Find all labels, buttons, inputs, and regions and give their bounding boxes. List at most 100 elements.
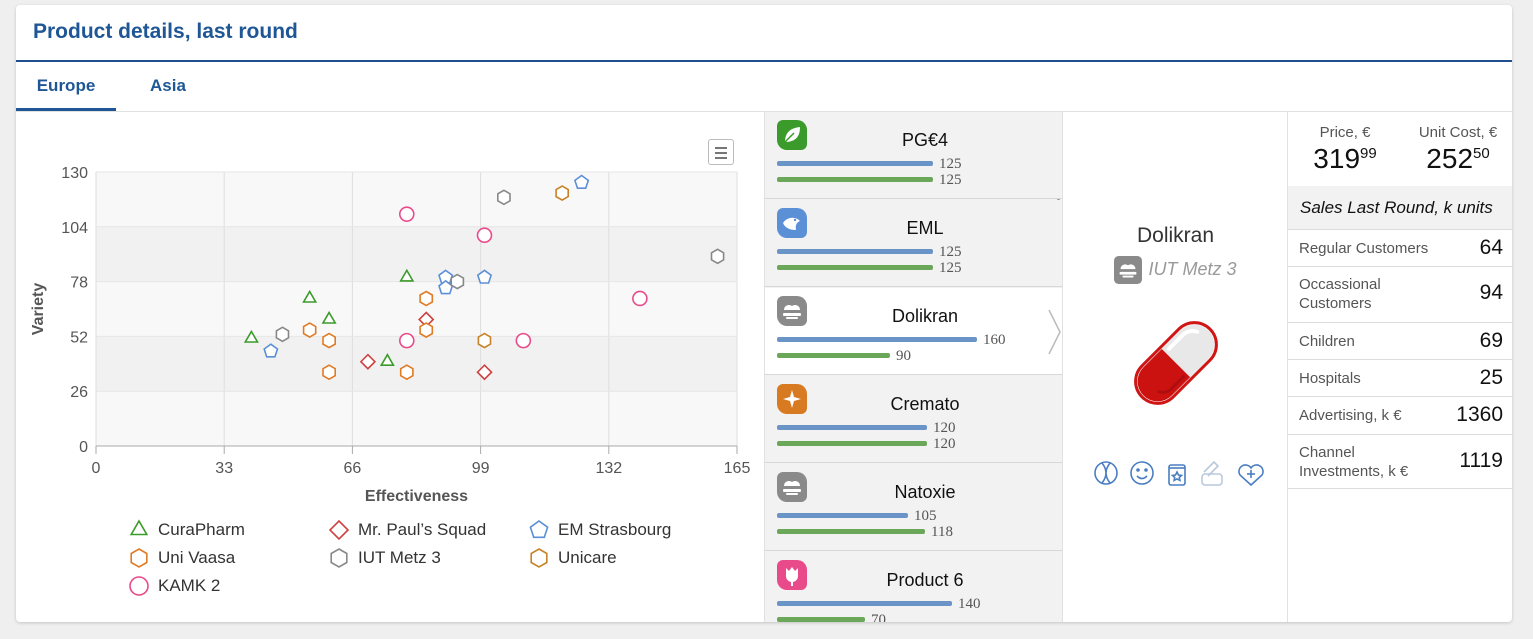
product-item[interactable]: PG€4 125 125 — [765, 112, 1062, 199]
data-point[interactable] — [419, 290, 434, 307]
data-point[interactable] — [450, 273, 465, 290]
jar-star-icon — [1168, 464, 1186, 486]
effectiveness-bar — [777, 337, 977, 342]
legend-symbol — [330, 548, 348, 568]
data-point[interactable] — [322, 364, 337, 381]
cloud-hand-icon — [777, 472, 807, 502]
data-point[interactable] — [476, 227, 493, 244]
data-point[interactable] — [399, 364, 414, 381]
y-tick-label: 130 — [61, 165, 88, 182]
legend-item[interactable]: CuraPharm — [128, 518, 245, 542]
data-point[interactable] — [477, 332, 492, 349]
y-tick-label: 0 — [79, 439, 88, 456]
effectiveness-bar — [777, 513, 908, 518]
data-point[interactable] — [573, 174, 590, 189]
stat-value: 1360 — [1456, 403, 1503, 426]
tulip-icon — [777, 560, 807, 590]
stat-label: Children — [1299, 333, 1355, 350]
y-tick-label: 104 — [61, 220, 88, 237]
plot-band — [96, 226, 737, 282]
effectiveness-bar — [777, 601, 952, 606]
variety-bar — [777, 177, 933, 182]
data-point[interactable] — [379, 353, 395, 366]
price-box: Price, € 31999 — [1300, 124, 1390, 175]
data-point[interactable] — [302, 322, 317, 339]
data-point[interactable] — [476, 364, 493, 381]
sales-heading: Sales Last Round, k units — [1288, 186, 1512, 230]
tab-europe[interactable]: Europe — [16, 64, 116, 111]
data-point[interactable] — [496, 189, 511, 206]
y-tick-label: 78 — [70, 275, 88, 292]
data-point[interactable] — [399, 268, 415, 282]
effectiveness-value: 160 — [983, 332, 1006, 348]
variety-value: 120 — [933, 436, 956, 452]
scatter-chart: 0 26 52 78 104 130 0 33 66 99 132 165 Effectiveness V… — [16, 112, 764, 622]
data-point[interactable] — [398, 332, 415, 349]
data-point[interactable] — [710, 248, 725, 265]
fish-icon — [777, 208, 807, 238]
data-point[interactable] — [302, 289, 318, 303]
chart-menu-button[interactable] — [708, 139, 734, 165]
stat-label: Regular Customers — [1299, 240, 1429, 257]
data-point[interactable] — [419, 322, 434, 339]
plot-band — [96, 336, 737, 392]
open-jar-icon — [1201, 460, 1223, 486]
product-team-label: IUT Metz 3 — [1148, 258, 1237, 279]
legend-label: Mr. Paul’s Squad — [358, 520, 487, 539]
legend-item[interactable]: Uni Vaasa — [128, 546, 235, 570]
data-point[interactable] — [632, 290, 648, 307]
product-item[interactable]: Product 6 140 70 — [765, 552, 1062, 622]
chart-legend: CuraPharm Mr. Paul’s Squad EM Strasbourg Un… — [128, 518, 728, 614]
effectiveness-bar — [777, 249, 933, 254]
stat-row: Regular Customers 64 — [1288, 230, 1512, 267]
legend-item[interactable]: Unicare — [528, 546, 617, 570]
x-tick-label: 99 — [472, 460, 490, 477]
legend-label: KAMK 2 — [158, 576, 221, 595]
unit-cost-value: 25250 — [1426, 143, 1490, 174]
legend-item[interactable]: Mr. Paul’s Squad — [328, 518, 486, 542]
variety-value: 125 — [939, 172, 962, 188]
data-point[interactable] — [322, 332, 337, 349]
data-point[interactable] — [555, 185, 570, 202]
product-item-name: Product 6 — [886, 570, 964, 590]
unit-cost-label: Unit Cost, € — [1418, 124, 1498, 141]
legend-item[interactable]: EM Strasbourg — [528, 518, 671, 542]
data-point[interactable] — [263, 343, 279, 358]
variety-bar — [777, 353, 890, 358]
data-point[interactable] — [275, 326, 290, 343]
product-item[interactable]: EML 125 125 — [765, 200, 1062, 287]
legend-symbol — [130, 548, 148, 568]
data-point[interactable] — [321, 310, 337, 324]
product-item[interactable]: Natoxie 105 118 — [765, 464, 1062, 551]
product-item-name: PG€4 — [901, 130, 949, 150]
price-value: 31999 — [1313, 143, 1377, 174]
data-point[interactable] — [398, 206, 415, 222]
stat-label: Channel Investments, k € — [1299, 444, 1409, 480]
variety-value: 90 — [896, 348, 911, 364]
stat-value: 69 — [1479, 329, 1503, 352]
product-item[interactable]: Cremato 120 120 — [765, 376, 1062, 463]
card-header: Product details, last round — [16, 5, 1512, 62]
unit-cost-box: Unit Cost, € 25250 — [1408, 124, 1508, 175]
data-point[interactable] — [515, 332, 532, 349]
legend-symbol — [529, 520, 549, 539]
feature-icons — [1094, 460, 1264, 487]
data-point[interactable] — [476, 269, 493, 284]
sparkle-icon — [777, 384, 807, 414]
tab-asia[interactable]: Asia — [150, 76, 186, 95]
sales-stats-panel: Price, € 31999 Unit Cost, € 25250 Sales … — [1287, 112, 1512, 622]
product-item[interactable]: Dolikran 160 90 — [765, 288, 1062, 375]
product-list[interactable]: PG€4 125 125 EML 125 125 Dolikran 160 90 Cremato 1… — [764, 112, 1062, 622]
stat-value: 1119 — [1459, 449, 1503, 472]
data-point[interactable] — [243, 329, 259, 343]
chevron-right-icon — [1048, 309, 1061, 355]
stat-value: 64 — [1479, 236, 1503, 259]
effectiveness-value: 105 — [914, 508, 937, 524]
stat-value: 25 — [1479, 366, 1503, 389]
legend-item[interactable]: IUT Metz 3 — [328, 546, 441, 570]
data-point[interactable] — [359, 353, 377, 370]
legend-label: EM Strasbourg — [558, 520, 672, 539]
variety-bar — [777, 265, 933, 270]
x-tick-label: 0 — [92, 460, 101, 477]
legend-item[interactable]: KAMK 2 — [128, 574, 220, 598]
